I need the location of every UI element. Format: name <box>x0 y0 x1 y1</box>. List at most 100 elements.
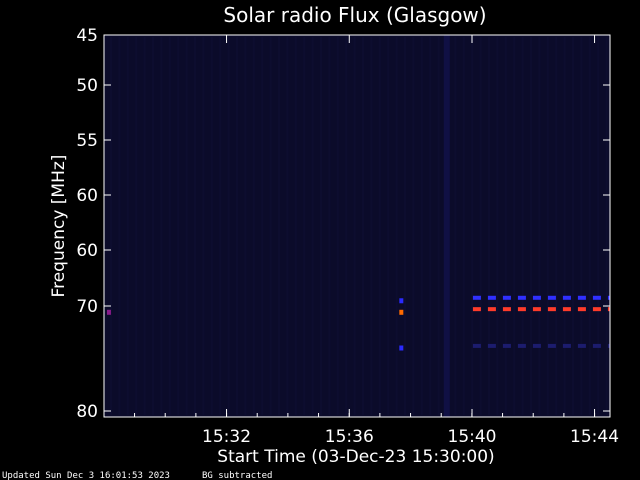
texture-stripe <box>362 37 364 415</box>
texture-stripe <box>387 37 390 415</box>
texture-stripe <box>244 37 247 415</box>
texture-stripe <box>328 37 331 415</box>
feature-band-red-dash <box>577 307 586 312</box>
feature-band-red-dash <box>592 307 601 312</box>
texture-stripe <box>538 37 541 415</box>
y-tick-label: 60 <box>76 186 98 206</box>
feature-band-blue-dash <box>592 295 601 300</box>
x-tick-label: 15:36 <box>325 427 374 447</box>
y-axis-label: Frequency [MHz] <box>49 155 69 298</box>
texture-stripe <box>278 37 280 415</box>
y-tick-label: 80 <box>76 402 98 422</box>
feature-band-faint-dash <box>577 343 586 348</box>
y-tick-label: 60 <box>76 241 98 261</box>
feature-spike-lower <box>399 345 404 351</box>
x-tick-label: 15:32 <box>202 427 251 447</box>
texture-stripe <box>227 37 230 415</box>
texture-stripe <box>219 37 222 415</box>
texture-stripe <box>378 37 381 415</box>
texture-stripe <box>488 37 490 415</box>
texture-stripe <box>471 37 474 415</box>
y-tick-label: 70 <box>76 297 98 317</box>
texture-stripe <box>252 37 255 415</box>
texture-stripe <box>286 37 289 415</box>
feature-band-red-dash <box>517 307 526 312</box>
feature-band-blue-dash <box>547 295 556 300</box>
texture-stripe <box>194 37 196 415</box>
feature-burst-start-left <box>106 309 111 315</box>
feature-band-red-dash <box>487 307 496 312</box>
feature-band-faint-dash <box>472 343 481 348</box>
feature-band-blue-dash <box>607 295 610 300</box>
texture-stripe <box>462 37 465 415</box>
texture-stripe <box>303 37 306 415</box>
texture-stripe <box>504 37 507 415</box>
feature-band-faint-dash <box>547 343 556 348</box>
texture-stripe <box>210 37 213 415</box>
texture-stripe <box>118 37 121 415</box>
feature-band-blue-dash <box>577 295 586 300</box>
feature-band-faint-dash <box>607 343 610 348</box>
texture-stripe <box>479 37 482 415</box>
texture-stripe <box>437 37 440 415</box>
texture-stripe <box>546 37 549 415</box>
texture-stripe <box>345 37 348 415</box>
texture-stripe <box>513 37 516 415</box>
feature-band-faint-dash <box>562 343 571 348</box>
feature-band-blue-dash <box>517 295 526 300</box>
feature-band-red-dash <box>472 307 481 312</box>
texture-stripe <box>152 37 154 415</box>
texture-stripe <box>336 37 339 415</box>
texture-stripe <box>454 37 457 415</box>
texture-stripe <box>563 37 566 415</box>
texture-stripe <box>580 37 583 415</box>
background-subtracted-note: BG subtracted <box>202 471 272 480</box>
y-tick-label: 50 <box>76 76 98 96</box>
texture-stripe <box>202 37 205 415</box>
texture-stripe <box>261 37 264 415</box>
texture-stripe <box>294 37 297 415</box>
texture-stripe <box>395 37 398 415</box>
texture-stripe <box>143 37 146 415</box>
y-axis-ticks: 45 50 55 60 60 70 80 <box>76 26 610 422</box>
texture-stripe <box>353 37 356 415</box>
feature-band-faint-dash <box>502 343 511 348</box>
y-tick-label: 55 <box>76 131 98 151</box>
texture-stripe <box>420 37 423 415</box>
texture-stripe <box>160 37 163 415</box>
x-tick-label: 15:40 <box>448 427 497 447</box>
texture-stripe <box>185 37 188 415</box>
feature-band-red-dash <box>607 307 610 312</box>
texture-stripe <box>126 37 129 415</box>
texture-stripe <box>269 37 272 415</box>
texture-stripe <box>320 37 322 415</box>
feature-band-red-dash <box>562 307 571 312</box>
chart-title: Solar radio Flux (Glasgow) <box>223 3 486 27</box>
texture-stripe <box>588 37 591 415</box>
texture-stripe <box>555 37 558 415</box>
feature-band-blue-dash <box>487 295 496 300</box>
texture-stripe <box>597 37 600 415</box>
texture-stripe <box>236 37 238 415</box>
texture-stripe <box>572 37 574 415</box>
y-tick-label: 45 <box>76 26 98 46</box>
updated-timestamp: Updated Sun Dec 3 16:01:53 2023 <box>2 471 170 480</box>
feature-band-blue-dash <box>502 295 511 300</box>
feature-band-red-dash <box>547 307 556 312</box>
feature-band-red-dash <box>502 307 511 312</box>
x-axis-ticks: 15:32 15:36 15:40 15:44 <box>134 35 619 447</box>
texture-stripe <box>404 37 406 415</box>
feature-band-faint-dash <box>592 343 601 348</box>
feature-band-red-dash <box>532 307 541 312</box>
feature-band-blue-dash <box>472 295 481 300</box>
spectral-features <box>106 35 610 417</box>
texture-stripe <box>370 37 373 415</box>
feature-band-blue-dash <box>562 295 571 300</box>
feature-vertical-line <box>443 35 450 417</box>
feature-band-blue-dash <box>532 295 541 300</box>
texture-stripe <box>135 37 138 415</box>
feature-band-faint-dash <box>517 343 526 348</box>
texture-stripe <box>311 37 314 415</box>
texture-stripe <box>605 37 608 415</box>
